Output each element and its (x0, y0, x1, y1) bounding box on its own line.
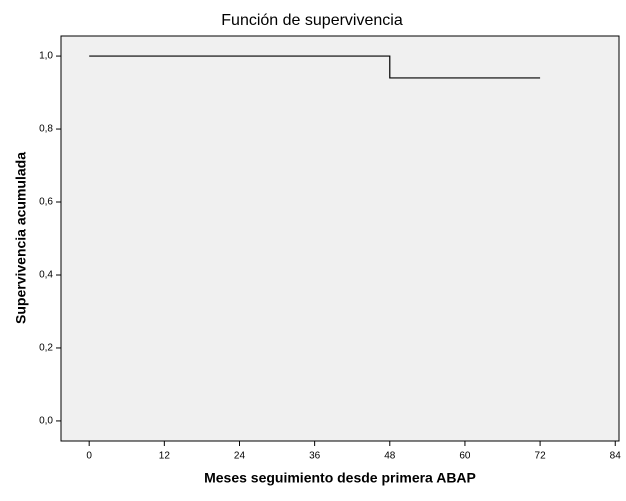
y-tick-label: 0,2 (39, 343, 53, 354)
y-tick-label: 0,4 (39, 270, 53, 281)
x-tick-label: 60 (459, 451, 471, 462)
x-axis-title: Meses seguimiento desde primera ABAP (204, 470, 476, 486)
y-tick-label: 0,6 (39, 197, 53, 208)
y-tick-label: 0,0 (39, 416, 53, 427)
y-tick-label: 1,0 (39, 51, 53, 62)
x-tick-label: 36 (309, 451, 321, 462)
plot-area (60, 35, 620, 442)
x-tick-label: 84 (610, 451, 622, 462)
x-tick-label: 72 (535, 451, 547, 462)
x-tick-label: 48 (384, 451, 396, 462)
chart-title: Función de supervivencia (221, 12, 403, 29)
y-axis-title: Supervivencia acumulada (13, 152, 29, 324)
y-tick-label: 0,8 (39, 124, 53, 135)
x-tick-label: 0 (86, 451, 92, 462)
x-tick-label: 12 (159, 451, 171, 462)
survival-line (89, 55, 541, 79)
x-tick-label: 24 (234, 451, 246, 462)
